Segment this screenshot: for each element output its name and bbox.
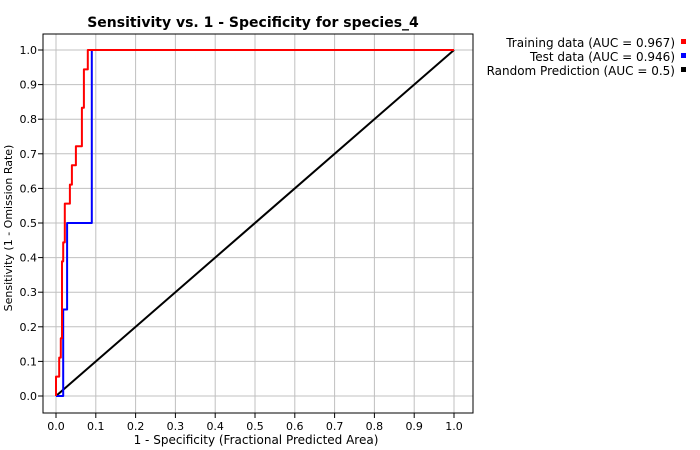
x-tick-label: 0.1 [87, 420, 105, 433]
x-tick-label: 0.4 [206, 420, 224, 433]
legend-random-label: Random Prediction (AUC = 0.5) [487, 64, 675, 78]
x-tick-label: 0.5 [246, 420, 264, 433]
legend: Training data (AUC = 0.967)Test data (AU… [487, 36, 686, 78]
legend-test-label: Test data (AUC = 0.946) [529, 50, 675, 64]
random-prediction-line [55, 49, 455, 397]
x-axis-label: 1 - Specificity (Fractional Predicted Ar… [134, 433, 379, 447]
y-tick-label: 0.5 [20, 217, 38, 230]
chart-title: Sensitivity vs. 1 - Specificity for spec… [87, 15, 419, 31]
y-axis: 0.0 0.1 0.2 0.3 0.4 0.5 0.6 0.7 0.8 0.9 1.0 [20, 44, 43, 403]
test-data-line [56, 49, 454, 397]
y-tick-label: 0.7 [20, 148, 38, 161]
x-axis: 0.0 0.1 0.2 0.3 0.4 0.5 0.6 0.7 0.8 0.9 1.0 [47, 413, 463, 433]
y-tick-label: 0.1 [20, 355, 38, 368]
y-tick-label: 0.4 [20, 252, 38, 265]
x-tick-label: 0.6 [286, 420, 304, 433]
legend-random-swatch [681, 67, 686, 72]
legend-training-swatch [681, 39, 686, 44]
x-tick-label: 0.2 [127, 420, 145, 433]
x-tick-label: 0.9 [405, 420, 423, 433]
y-tick-label: 0.8 [20, 113, 38, 126]
x-tick-label: 0.8 [366, 420, 384, 433]
y-tick-label: 0.6 [20, 182, 38, 195]
legend-test-swatch [681, 53, 686, 58]
x-tick-label: 1.0 [445, 420, 463, 433]
y-tick-label: 0.3 [20, 286, 38, 299]
training-data-line [55, 49, 454, 396]
y-axis-label: Sensitivity (1 - Omission Rate) [2, 145, 15, 312]
y-tick-label: 0.2 [20, 321, 38, 334]
series-lines [55, 49, 455, 397]
y-tick-label: 0.9 [20, 79, 38, 92]
legend-training-label: Training data (AUC = 0.967) [505, 36, 675, 50]
y-tick-label: 0.0 [20, 390, 38, 403]
x-tick-label: 0.3 [167, 420, 185, 433]
y-tick-label: 1.0 [20, 44, 38, 57]
x-tick-label: 0.0 [47, 420, 65, 433]
x-tick-label: 0.7 [326, 420, 344, 433]
